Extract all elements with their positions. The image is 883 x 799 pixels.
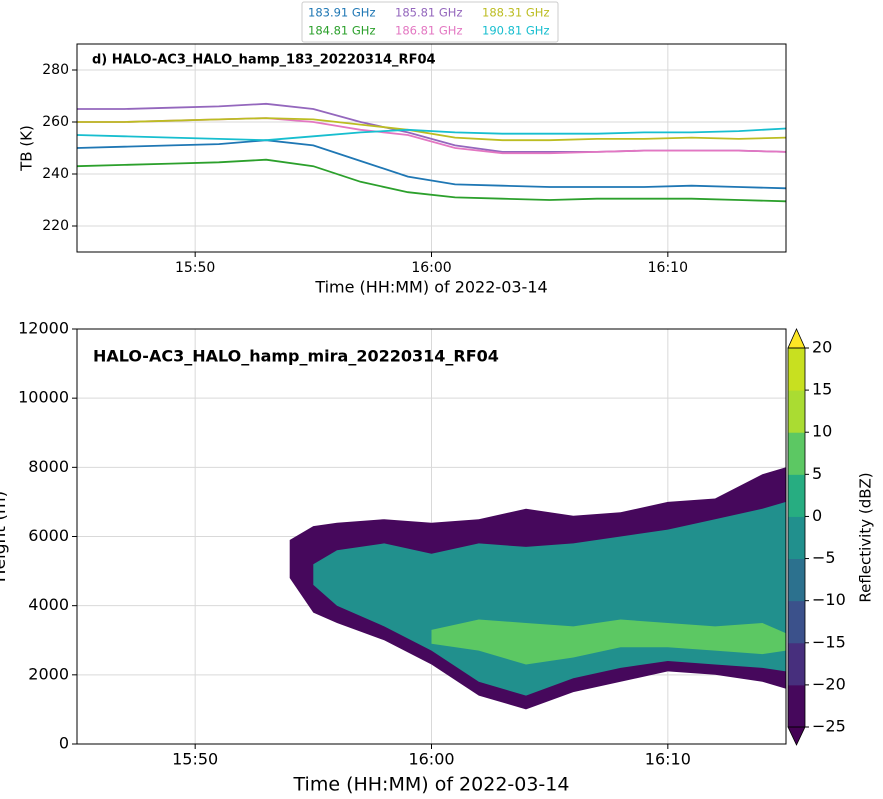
x-tick-label: 16:10 bbox=[645, 750, 691, 769]
colorbar-under bbox=[787, 726, 806, 746]
plot-frame bbox=[76, 43, 787, 253]
colorbar-label: Reflectivity (dBZ) bbox=[857, 472, 875, 602]
colorbar-bin bbox=[788, 390, 805, 433]
legend-box bbox=[301, 1, 559, 43]
y-tick-label: 4000 bbox=[28, 595, 69, 614]
colorbar-tick-label: 15 bbox=[812, 380, 832, 399]
colorbar-bin bbox=[788, 684, 805, 728]
plot-frame bbox=[76, 328, 787, 745]
colorbar-bin bbox=[788, 348, 805, 391]
colorbar-tick-label: −5 bbox=[812, 548, 836, 567]
x-tick-label: 15:50 bbox=[175, 260, 215, 276]
y-tick-label: 240 bbox=[42, 166, 69, 182]
colorbar-bin bbox=[788, 600, 805, 644]
y-tick-label: 280 bbox=[42, 62, 69, 78]
y-tick-label: 0 bbox=[59, 734, 69, 753]
x-tick-label: 16:00 bbox=[411, 260, 451, 276]
colorbar-tick-label: 0 bbox=[812, 506, 822, 525]
y-axis-label: Height (m) bbox=[0, 491, 10, 582]
y-tick-label: 10000 bbox=[18, 388, 69, 407]
colorbar-tick-label: −10 bbox=[812, 590, 846, 609]
series-line bbox=[76, 139, 787, 190]
y-tick-label: 2000 bbox=[28, 664, 69, 683]
y-tick-label: 220 bbox=[42, 218, 69, 234]
x-axis-label: Time (HH:MM) of 2022-03-14 bbox=[293, 774, 570, 796]
y-axis-label: TB (K) bbox=[18, 125, 36, 172]
colorbar-bin bbox=[788, 558, 805, 602]
legend: 183.91 GHz 184.81 GHz 185.81 GHz 186.81 GHz… bbox=[301, 1, 559, 43]
colorbar-tick-label: −25 bbox=[812, 717, 846, 736]
x-tick-label: 16:10 bbox=[648, 260, 688, 276]
y-tick-label: 260 bbox=[42, 114, 69, 130]
colorbar-over bbox=[787, 328, 806, 349]
colorbar-bin bbox=[788, 474, 805, 517]
colorbar-tick-label: 5 bbox=[812, 464, 822, 483]
colorbar-bin bbox=[788, 516, 805, 560]
x-axis-label: Time (HH:MM) of 2022-03-14 bbox=[314, 278, 547, 297]
y-tick-label: 8000 bbox=[28, 457, 69, 476]
colorbar-tick-label: −20 bbox=[812, 674, 846, 693]
x-tick-label: 16:00 bbox=[408, 750, 454, 769]
legend-label: 184.81 GHz bbox=[308, 24, 376, 38]
reflectivity-area bbox=[431, 619, 786, 665]
colorbar-tick-label: 10 bbox=[812, 422, 832, 441]
legend-label: 186.81 GHz bbox=[395, 24, 463, 38]
colorbar-tick-label: −15 bbox=[812, 632, 846, 651]
panel-title: d) HALO-AC3_HALO_hamp_183_20220314_RF04 bbox=[92, 53, 436, 68]
series-line bbox=[77, 117, 787, 142]
colorbar-frame bbox=[787, 347, 806, 728]
legend-label: 188.31 GHz bbox=[482, 6, 550, 20]
legend-label: 185.81 GHz bbox=[395, 6, 463, 20]
series-line bbox=[76, 158, 787, 203]
legend-label: 190.81 GHz bbox=[482, 24, 550, 38]
legend-label: 183.91 GHz bbox=[308, 6, 376, 20]
y-tick-label: 12000 bbox=[18, 319, 69, 338]
panel-title: HALO-AC3_HALO_hamp_mira_20220314_RF04 bbox=[93, 347, 499, 366]
colorbar-bin bbox=[788, 642, 805, 686]
x-tick-label: 15:50 bbox=[172, 750, 218, 769]
colorbar-tick-label: 20 bbox=[812, 338, 832, 357]
y-tick-label: 6000 bbox=[28, 526, 69, 545]
series-line bbox=[76, 127, 787, 142]
colorbar-bin bbox=[788, 432, 805, 475]
